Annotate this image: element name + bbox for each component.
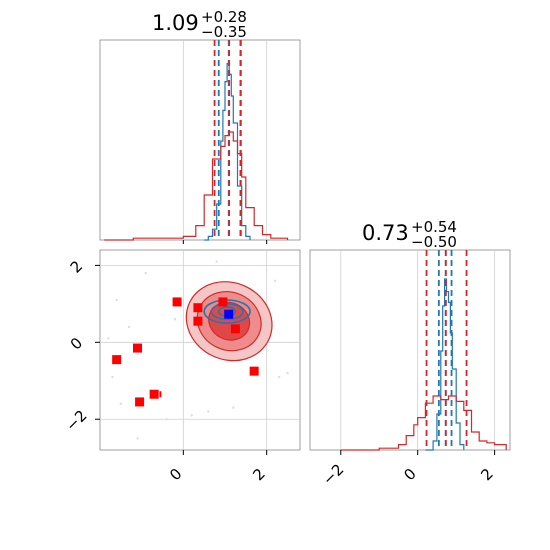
- histogram-tl-series-0: [204, 63, 251, 241]
- title-top-left-sub: −0.35: [201, 23, 247, 41]
- square-marker-2: [172, 297, 182, 307]
- faint-point-0: [111, 375, 114, 379]
- tick-label-br-x-2: 2: [477, 465, 496, 484]
- panel-top-left-frame: [99, 39, 301, 241]
- square-marker-5: [218, 297, 228, 307]
- title-top-left-sup: +0.28: [201, 8, 247, 26]
- title-top-left-value: 1.09: [152, 11, 199, 35]
- tick-label-br-x-1: 0: [400, 465, 419, 484]
- faint-point-10: [107, 337, 110, 340]
- panel-bottom-right-frame: [309, 249, 511, 451]
- square-marker-6: [230, 324, 240, 334]
- histogram-br-series-1: [340, 395, 507, 451]
- square-marker-0: [112, 355, 122, 365]
- square-marker-7: [249, 366, 259, 376]
- bottom-left-scatter: [107, 260, 289, 440]
- top-left-histogram: [104, 40, 289, 241]
- title-bottom-right-sup: +0.54: [411, 218, 457, 236]
- panel-bottom-left-frame: [99, 249, 301, 451]
- faint-point-6: [207, 410, 210, 413]
- square-marker-9: [135, 397, 145, 407]
- faint-point-13: [173, 318, 177, 321]
- faint-point-1: [127, 325, 131, 329]
- square-marker-1: [133, 343, 142, 353]
- tick-layer: −2 0 2 0 2 −2 0 2: [62, 240, 497, 489]
- center-marker: [224, 309, 234, 319]
- tick-label-bl-x-1: 2: [249, 465, 268, 484]
- faint-point-2: [119, 402, 123, 406]
- title-bottom-right-value: 0.73: [362, 221, 409, 245]
- tick-label-br-x-0: −2: [319, 460, 347, 488]
- faint-point-11: [136, 437, 139, 440]
- faint-point-5: [190, 414, 193, 417]
- faint-point-8: [277, 375, 281, 379]
- square-marker-8: [149, 389, 159, 399]
- faint-point-7: [232, 406, 235, 409]
- faint-point-16: [115, 298, 118, 302]
- faint-point-15: [273, 279, 277, 282]
- tick-label-bl-y-0: −2: [62, 407, 90, 435]
- title-bottom-right-sub: −0.50: [411, 233, 457, 251]
- tick-label-bl-y-1: 0: [67, 334, 86, 353]
- square-marker-3: [193, 303, 203, 313]
- square-marker-4: [193, 316, 203, 326]
- faint-point-12: [215, 260, 218, 263]
- faint-point-9: [286, 371, 289, 375]
- bottom-right-histogram: [340, 250, 507, 451]
- histogram-br-series-0: [425, 278, 465, 451]
- histogram-tl-series-1: [104, 131, 289, 241]
- tick-label-bl-y-2: 2: [67, 257, 86, 276]
- faint-point-4: [165, 418, 168, 421]
- faint-point-3: [144, 271, 148, 275]
- tick-label-bl-x-0: 0: [166, 465, 185, 484]
